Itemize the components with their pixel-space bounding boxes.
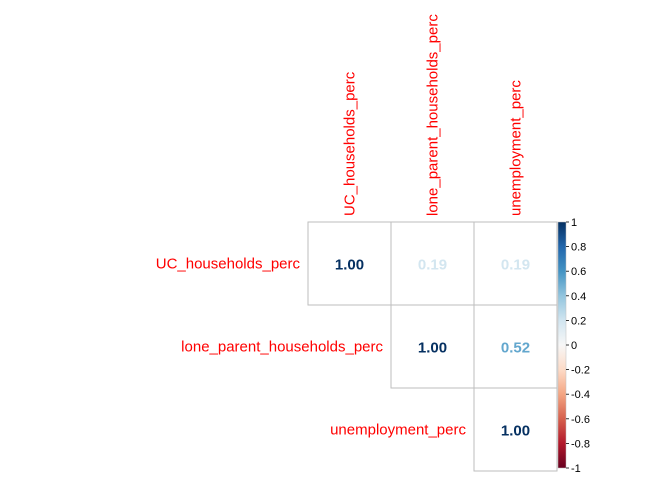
row-label: UC_households_perc xyxy=(156,256,301,273)
cell-value-label: 0.52 xyxy=(501,340,530,357)
column-label: UC_households_perc xyxy=(342,71,359,216)
colorbar-tick-label: 0 xyxy=(571,340,577,352)
column-labels: UC_households_perc lone_parent_households… xyxy=(342,14,525,216)
cell-UC_households_perc-UC_households_perc xyxy=(307,221,392,306)
colorbar-tick-label: -0.6 xyxy=(571,414,590,426)
cell-value-label: 1.00 xyxy=(501,423,530,440)
row-label: unemployment_perc xyxy=(330,422,466,439)
colorbar-tick-label: 0.4 xyxy=(571,291,586,303)
colorbar-tick-label: 0.6 xyxy=(571,266,586,278)
colorbar-tick-label: -0.2 xyxy=(571,365,590,377)
matrix-cells: 1.00 0.19 0.19 1.00 0.52 1.00 xyxy=(307,221,558,472)
row-label: lone_parent_households_perc xyxy=(181,339,383,356)
cell-UC_households_perc-unemployment_perc xyxy=(473,221,558,306)
colorbar-tick-label: 0.2 xyxy=(571,315,586,327)
colorbar: 1 0.8 0.6 0.4 0.2 0 -0.2 -0.4 -0.6 -0.8 -1 xyxy=(557,217,590,475)
colorbar-gradient xyxy=(557,221,567,469)
colorbar-tick-label: -0.4 xyxy=(571,389,590,401)
column-label: lone_parent_households_perc xyxy=(425,14,442,216)
cell-value-label: 1.00 xyxy=(335,257,364,274)
cell-value-label: 0.19 xyxy=(501,257,530,274)
cell-lone_parent_households_perc-unemployment_perc xyxy=(473,304,558,389)
cell-value-label: 1.00 xyxy=(418,340,447,357)
colorbar-tick-label: -0.8 xyxy=(571,438,590,450)
colorbar-tick-label: 1 xyxy=(571,217,577,229)
row-labels: UC_households_perc lone_parent_households… xyxy=(156,256,467,439)
cell-value-label: 0.19 xyxy=(418,257,447,274)
cell-unemployment_perc-unemployment_perc xyxy=(473,387,558,472)
cell-lone_parent_households_perc-lone_parent_households_perc xyxy=(390,304,475,389)
colorbar-tick-label: 0.8 xyxy=(571,242,586,254)
colorbar-tick-label: -1 xyxy=(571,463,581,475)
column-label: unemployment_perc xyxy=(508,80,525,216)
